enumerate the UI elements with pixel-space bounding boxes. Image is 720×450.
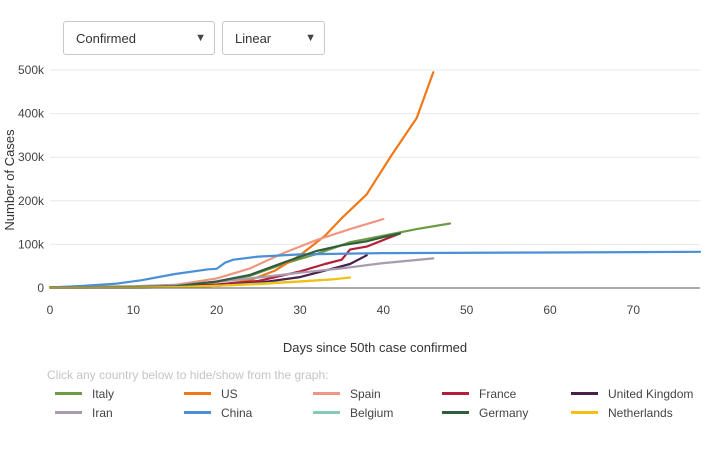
x-tick-label: 50 xyxy=(460,303,474,317)
series-layer xyxy=(48,71,702,289)
x-tick-label: 20 xyxy=(210,303,224,317)
legend-label: Italy xyxy=(92,386,115,401)
legend-item-spain[interactable]: Spain xyxy=(313,385,442,402)
legend-label: Spain xyxy=(350,386,381,401)
series-line-germany[interactable] xyxy=(48,232,402,289)
series-line-us[interactable] xyxy=(48,71,435,289)
ticks-layer: 0 100k 200k 300k 400k 500k 0 10 20 30 40 50 60 70 xyxy=(18,63,640,317)
x-tick-label: 40 xyxy=(377,303,391,317)
legend-label: France xyxy=(479,386,517,401)
x-tick-label: 70 xyxy=(627,303,641,317)
legend-label: United Kingdom xyxy=(608,386,694,401)
legend-item-france[interactable]: France xyxy=(442,385,571,402)
legend-label: Iran xyxy=(92,405,113,420)
y-tick-label: 200k xyxy=(18,194,45,208)
legend-swatch xyxy=(55,392,82,395)
y-axis-title: Number of Cases xyxy=(2,129,17,231)
legend-item-iran[interactable]: Iran xyxy=(55,404,184,421)
chevron-down-icon: ▼ xyxy=(305,32,316,44)
legend-label: China xyxy=(221,405,253,420)
legend-swatch xyxy=(55,411,82,414)
legend-swatch xyxy=(442,411,469,414)
grid-layer xyxy=(50,69,700,245)
legend-label: US xyxy=(221,386,238,401)
x-tick-label: 60 xyxy=(543,303,557,317)
legend-item-united-kingdom[interactable]: United Kingdom xyxy=(571,385,715,402)
legend-swatch xyxy=(313,392,340,395)
series-line-china[interactable] xyxy=(48,250,702,289)
y-tick-label: 500k xyxy=(18,63,45,77)
legend-swatch xyxy=(571,392,598,395)
legend-item-netherlands[interactable]: Netherlands xyxy=(571,404,715,421)
legend-hint: Click any country below to hide/show fro… xyxy=(47,368,329,382)
legend-item-us[interactable]: US xyxy=(184,385,313,402)
legend-swatch xyxy=(442,392,469,395)
metric-select-value: Confirmed xyxy=(76,30,136,46)
legend-swatch xyxy=(313,411,340,414)
y-tick-label: 300k xyxy=(18,150,45,164)
chevron-down-icon: ▼ xyxy=(195,32,206,44)
legend-item-italy[interactable]: Italy xyxy=(55,385,184,402)
legend-label: Netherlands xyxy=(608,405,673,420)
legend-item-belgium[interactable]: Belgium xyxy=(313,404,442,421)
scale-select[interactable]: Linear ▼ xyxy=(222,21,325,55)
scale-select-value: Linear xyxy=(235,30,272,46)
legend-swatch xyxy=(571,411,598,414)
legend-swatch xyxy=(184,411,211,414)
y-tick-label: 0 xyxy=(37,281,44,295)
legend-label: Germany xyxy=(479,405,529,420)
legend: Italy US Spain France United Kingdom Iran Chin… xyxy=(55,385,715,421)
legend-item-china[interactable]: China xyxy=(184,404,313,421)
y-tick-label: 100k xyxy=(18,237,45,251)
legend-swatch xyxy=(184,392,211,395)
x-axis-title: Days since 50th case confirmed xyxy=(283,340,467,355)
legend-label: Belgium xyxy=(350,405,394,420)
x-tick-label: 30 xyxy=(293,303,307,317)
y-tick-label: 400k xyxy=(18,107,45,121)
metric-select[interactable]: Confirmed ▼ xyxy=(63,21,215,55)
chart: 0 100k 200k 300k 400k 500k 0 10 20 30 40 50 60 70 Num… xyxy=(2,63,702,355)
legend-item-germany[interactable]: Germany xyxy=(442,404,571,421)
x-tick-label: 10 xyxy=(127,303,141,317)
x-tick-label: 0 xyxy=(47,303,54,317)
